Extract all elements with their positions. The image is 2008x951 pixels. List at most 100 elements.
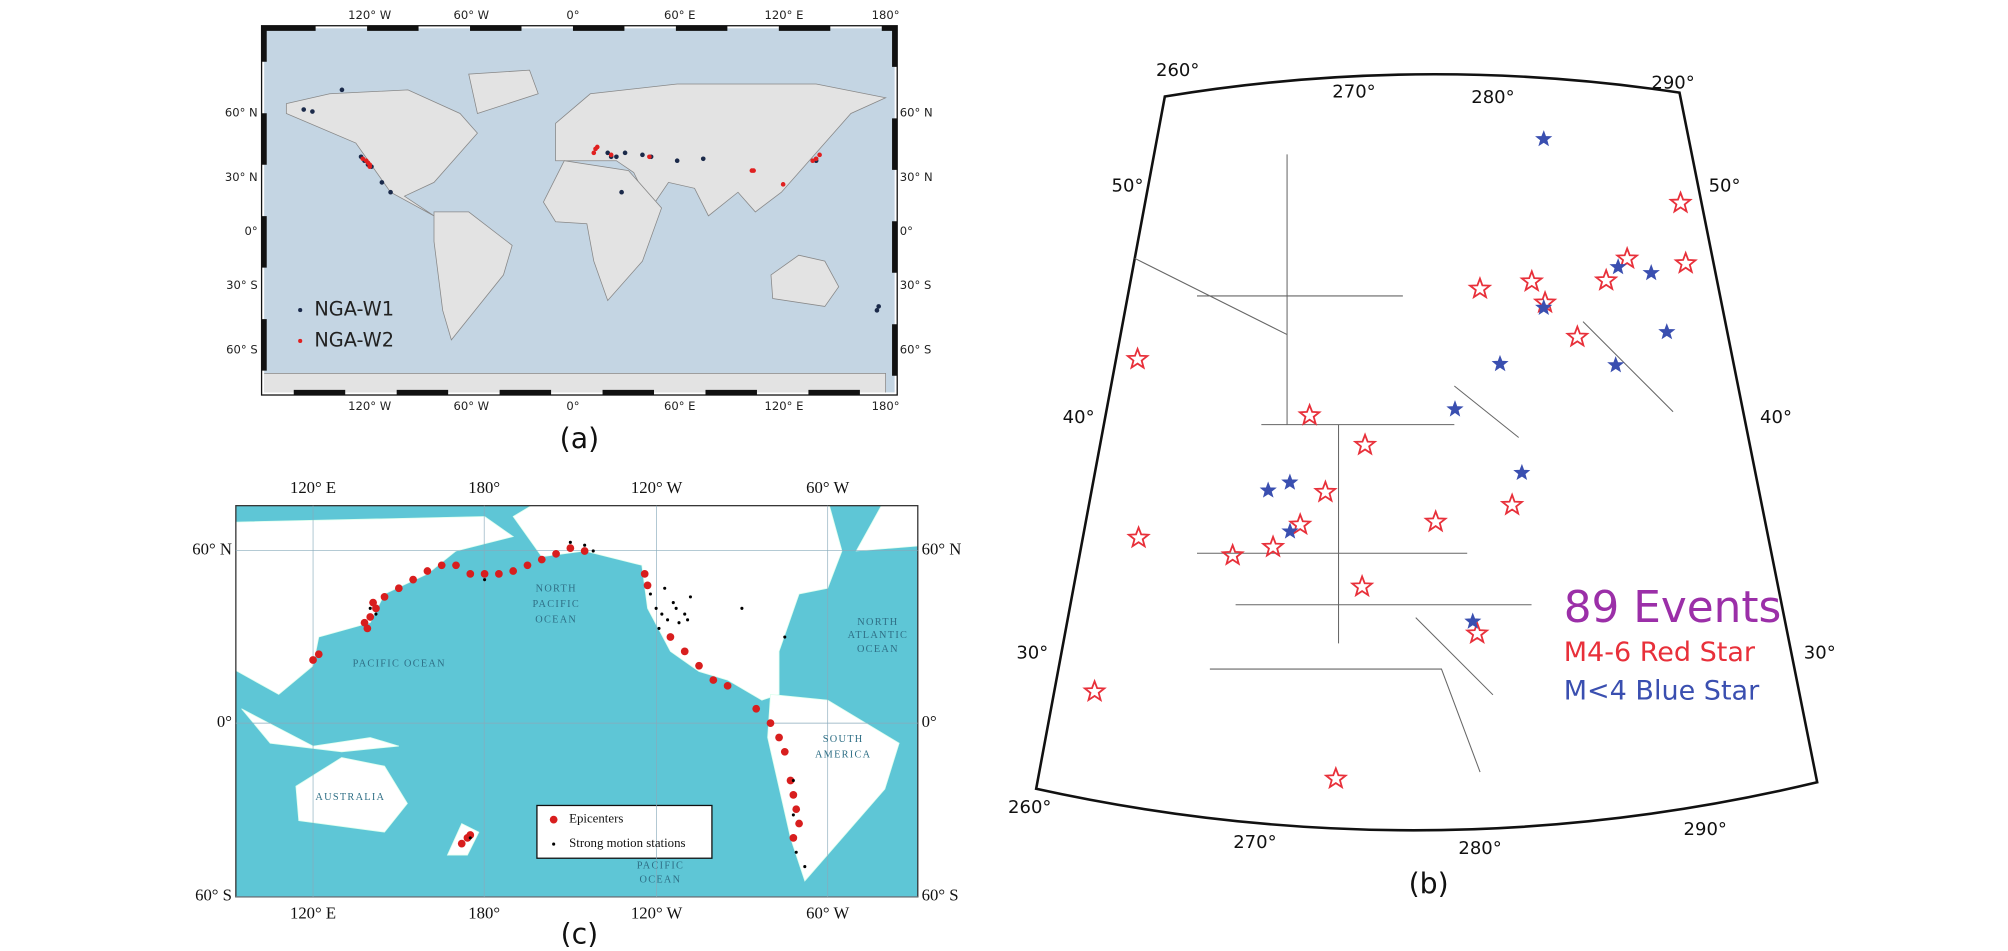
x-tick-label: 120° W <box>631 904 683 923</box>
x-tick-label: 180° <box>872 399 900 413</box>
y-tick-label: 30° S <box>226 278 258 292</box>
epicenter-point <box>394 584 403 593</box>
caption: (c) <box>561 917 599 947</box>
y-tick-label: 60° S <box>226 342 258 356</box>
event-star <box>1126 524 1151 549</box>
legend-label: Strong motion stations <box>569 836 685 850</box>
epicenter-point <box>775 733 783 742</box>
event-point <box>605 150 611 156</box>
y-tick-label: 60° N <box>225 106 258 120</box>
epicenter-point <box>580 547 589 555</box>
epicenter-point <box>566 544 575 552</box>
tick-label: 30° <box>1016 643 1048 664</box>
station-point <box>583 543 587 547</box>
epicenter-point <box>366 613 375 621</box>
tick-label: 270° <box>1233 832 1276 853</box>
y-tick-label: 60° N <box>900 106 933 120</box>
landmass <box>468 69 539 114</box>
epicenter-point <box>537 555 546 564</box>
epicenter-point <box>314 650 323 659</box>
x-tick-label: 60° E <box>664 399 696 413</box>
epicenter-point <box>523 561 532 570</box>
event-star <box>1565 324 1590 348</box>
station-point <box>374 612 378 616</box>
landmass <box>264 372 887 393</box>
epicenter-point <box>795 819 803 828</box>
station-point <box>791 778 795 783</box>
event-star <box>1082 678 1107 703</box>
station-point <box>674 606 678 610</box>
map-frame <box>1034 72 1819 832</box>
event-star <box>1281 473 1299 490</box>
landmass <box>433 211 513 341</box>
legend-marker <box>552 842 556 846</box>
epicenter-point <box>552 549 560 558</box>
event-star <box>1125 346 1150 370</box>
epicenter-point <box>666 633 675 641</box>
ocean-label: NORTH <box>857 617 898 628</box>
event-point <box>622 150 628 156</box>
y-tick-label: 0° <box>217 712 232 731</box>
event-star <box>1297 402 1322 426</box>
landmass <box>512 505 843 701</box>
event-point <box>310 109 315 114</box>
event-point <box>363 158 369 164</box>
x-tick-label: 120° W <box>348 8 392 22</box>
x-tick-label: 60° W <box>806 478 849 497</box>
ocean-label: NORTH <box>536 584 577 595</box>
y-tick-label: 60° S <box>195 886 232 905</box>
epicenter-point <box>409 575 417 584</box>
ocean-label: ATLANTIC <box>848 630 909 641</box>
ocean-label: AUSTRALIA <box>315 792 385 803</box>
event-star <box>1519 268 1545 293</box>
event-star <box>1535 130 1553 147</box>
epicenter-point <box>509 567 518 575</box>
station-point <box>791 813 795 817</box>
event-star <box>1658 323 1676 340</box>
event-point <box>817 152 822 158</box>
event-point <box>674 158 680 164</box>
epicenter-point <box>789 834 798 842</box>
panel-a: 120° W 120° W 60° W 60° W 0° 0° 60° E 60° E 120°… <box>225 8 933 455</box>
station-point <box>654 606 658 610</box>
land <box>264 69 887 393</box>
x-tick-label: 120° W <box>348 399 392 413</box>
x-tick-label: 60° W <box>453 399 489 413</box>
landmass <box>285 89 478 217</box>
epicenter-point <box>309 656 317 664</box>
x-tick-label: 60° W <box>453 8 489 22</box>
x-tick-label: 120° E <box>290 904 336 923</box>
event-star <box>1423 509 1448 533</box>
event-star <box>1281 522 1299 539</box>
epicenter-point <box>680 647 689 656</box>
state-lines <box>1132 154 1674 773</box>
caption: (a) <box>560 422 599 455</box>
event-star <box>1609 258 1627 275</box>
event-star <box>1668 190 1693 214</box>
x-tick-label: 180° <box>468 478 500 497</box>
station-point <box>688 595 692 599</box>
tick-label: 280° <box>1458 838 1501 859</box>
event-point <box>591 150 597 156</box>
landmass <box>855 505 918 552</box>
ocean-label: PACIFIC <box>637 860 685 871</box>
epicenter-point <box>752 704 761 713</box>
x-tick-label: 120° W <box>631 478 683 497</box>
tick-label: 290° <box>1651 73 1694 94</box>
event-star <box>1220 542 1245 566</box>
event-star <box>1614 245 1640 270</box>
epicenter-point <box>723 681 732 690</box>
y-tick-label: 60° N <box>922 540 962 559</box>
epicenter-point <box>466 570 475 578</box>
event-star <box>1464 612 1482 629</box>
station-point <box>568 540 572 544</box>
event-point <box>876 304 881 309</box>
epicenter-point <box>709 676 718 684</box>
epicenter-point <box>437 561 446 570</box>
event-point <box>874 308 880 313</box>
station-point <box>671 601 675 605</box>
event-point <box>614 154 619 160</box>
station-point <box>683 612 687 616</box>
